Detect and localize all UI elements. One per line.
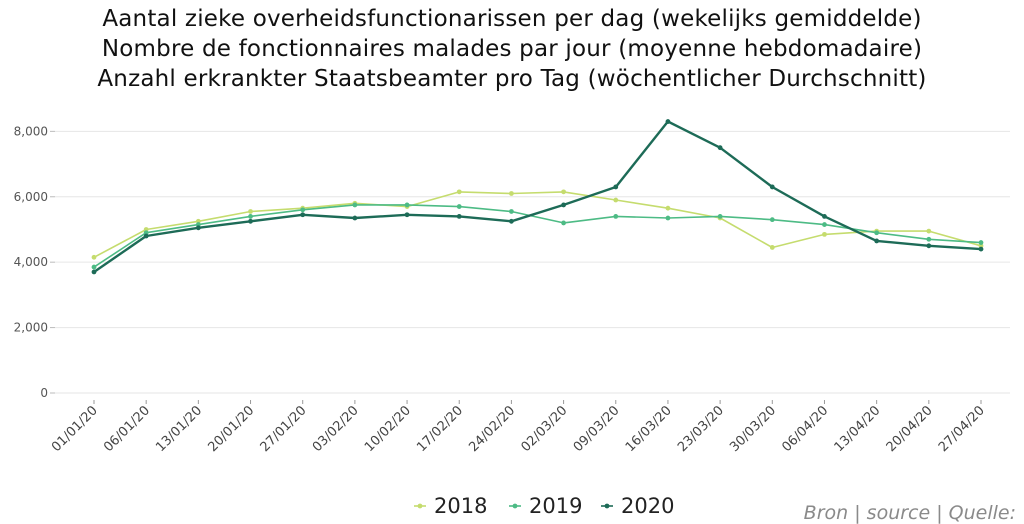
x-tick-label: 20/04/20	[884, 403, 936, 455]
legend-marker-2018	[417, 503, 423, 509]
legend-label-2020: 2020	[621, 494, 674, 518]
title-line-fr: Nombre de fonctionnaires malades par jou…	[101, 36, 923, 62]
data-point-2019	[352, 202, 358, 208]
data-point-2020	[404, 212, 410, 218]
source-note: Bron | source | Quelle:	[803, 502, 1016, 524]
y-tick-label: 0	[40, 386, 48, 400]
data-point-2018	[822, 231, 827, 237]
x-tick-label: 02/03/20	[519, 403, 571, 455]
series-line-2020	[93, 120, 982, 273]
data-point-2018	[926, 228, 932, 234]
data-point-2018	[91, 254, 97, 260]
data-point-2020	[561, 202, 566, 208]
data-point-2018	[561, 189, 566, 195]
data-point-2020	[769, 184, 775, 190]
x-tick-label: 23/03/20	[675, 403, 727, 455]
x-tick-label: 09/03/20	[571, 403, 623, 455]
title-line-de: Anzahl erkrankter Staatsbeamter pro Tag …	[97, 66, 927, 92]
data-point-2020	[509, 218, 514, 224]
x-tick-label: 06/04/20	[779, 403, 831, 455]
data-point-2020	[300, 212, 306, 218]
data-point-2019	[91, 264, 97, 270]
title-line-nl: Aantal zieke overheidsfunctionarissen pe…	[102, 6, 922, 32]
data-point-2018	[248, 209, 253, 214]
data-point-2019	[717, 213, 723, 219]
data-point-2019	[300, 207, 306, 213]
data-point-2018	[613, 197, 619, 203]
data-point-2019	[978, 240, 984, 245]
x-tick-label: 27/04/20	[936, 403, 988, 455]
data-point-2020	[248, 218, 253, 224]
data-point-2020	[352, 215, 358, 221]
chart-title: Aantal zieke overheidsfunctionarissen pe…	[0, 4, 1024, 94]
data-point-2020	[926, 243, 932, 249]
data-point-2020	[91, 269, 97, 275]
data-point-2020	[456, 213, 462, 219]
data-point-2019	[248, 213, 253, 219]
data-point-2019	[561, 220, 566, 226]
data-point-2020	[613, 184, 619, 190]
x-tick-label: 13/01/20	[153, 403, 205, 455]
data-point-2020	[195, 225, 201, 231]
y-tick-label: 8,000	[14, 124, 48, 138]
data-point-2019	[404, 202, 410, 208]
series-line-2019	[93, 204, 982, 268]
legend-marker-2020	[604, 503, 610, 509]
legend-label-2019: 2019	[529, 494, 582, 518]
data-point-2018	[456, 189, 462, 195]
x-tick-label: 20/01/20	[205, 403, 257, 455]
legend-marker-2019	[512, 503, 518, 509]
x-tick-label: 01/01/20	[49, 403, 101, 455]
x-tick-label: 13/04/20	[832, 403, 884, 455]
data-point-2020	[978, 246, 984, 252]
x-tick-label: 06/01/20	[101, 403, 153, 455]
x-tick-label: 30/03/20	[727, 403, 779, 455]
x-tick-label: 16/03/20	[623, 403, 675, 455]
x-tick-label: 03/02/20	[310, 403, 362, 455]
data-point-2018	[769, 245, 775, 250]
x-tick-label: 27/01/20	[258, 403, 310, 455]
data-point-2019	[456, 204, 462, 209]
data-point-2019	[665, 215, 671, 221]
legend-label-2018: 2018	[434, 494, 487, 518]
data-point-2019	[613, 213, 619, 219]
series-line-2018	[93, 191, 982, 259]
x-tick-label: 10/02/20	[362, 403, 414, 455]
data-point-2019	[874, 230, 880, 236]
x-tick-label: 17/02/20	[414, 403, 466, 455]
data-point-2018	[509, 191, 514, 196]
y-tick-label: 6,000	[14, 190, 48, 204]
x-tick-label: 24/02/20	[466, 403, 518, 455]
data-point-2020	[717, 145, 723, 151]
data-point-2020	[143, 233, 149, 239]
data-point-2019	[769, 217, 775, 223]
data-point-2020	[822, 213, 827, 219]
data-point-2019	[509, 209, 514, 214]
y-tick-label: 4,000	[14, 255, 48, 269]
data-point-2019	[926, 236, 932, 242]
data-point-2018	[665, 205, 671, 211]
data-point-2020	[874, 238, 880, 244]
data-point-2020	[665, 119, 671, 124]
data-point-2019	[822, 222, 827, 227]
y-tick-label: 2,000	[14, 321, 48, 335]
